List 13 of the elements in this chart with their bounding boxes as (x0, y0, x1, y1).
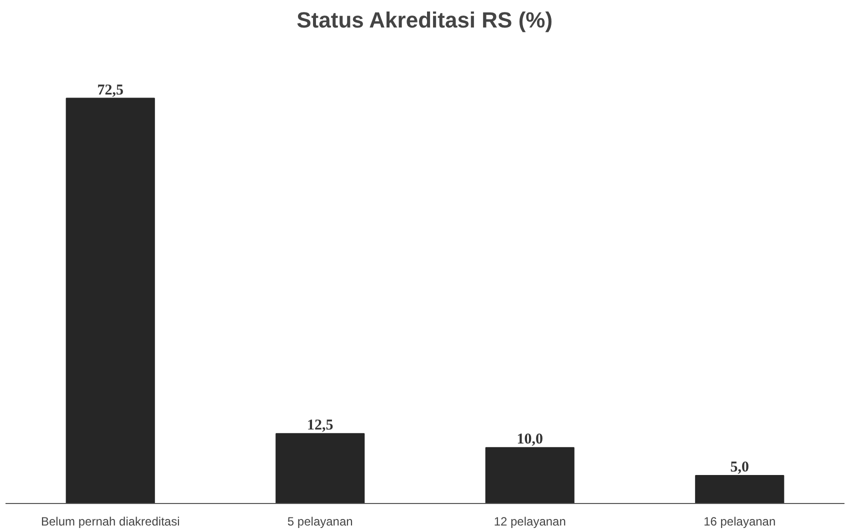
bar (276, 433, 365, 504)
data-label: 12,5 (307, 418, 334, 434)
bar (66, 98, 155, 504)
x-tick-label: Belum pernah diakreditasi (41, 514, 180, 528)
chart-title: Status Akreditasi RS (%) (296, 8, 553, 32)
x-tick-label: 16 pelayanan (704, 514, 776, 528)
bar (695, 475, 784, 504)
data-label: 10,0 (516, 432, 543, 448)
data-label: 72,5 (97, 82, 124, 98)
x-tick-label: 5 pelayanan (287, 514, 353, 528)
bar (485, 447, 574, 504)
x-tick-label: 12 pelayanan (494, 514, 566, 528)
data-label: 5,0 (730, 460, 749, 476)
